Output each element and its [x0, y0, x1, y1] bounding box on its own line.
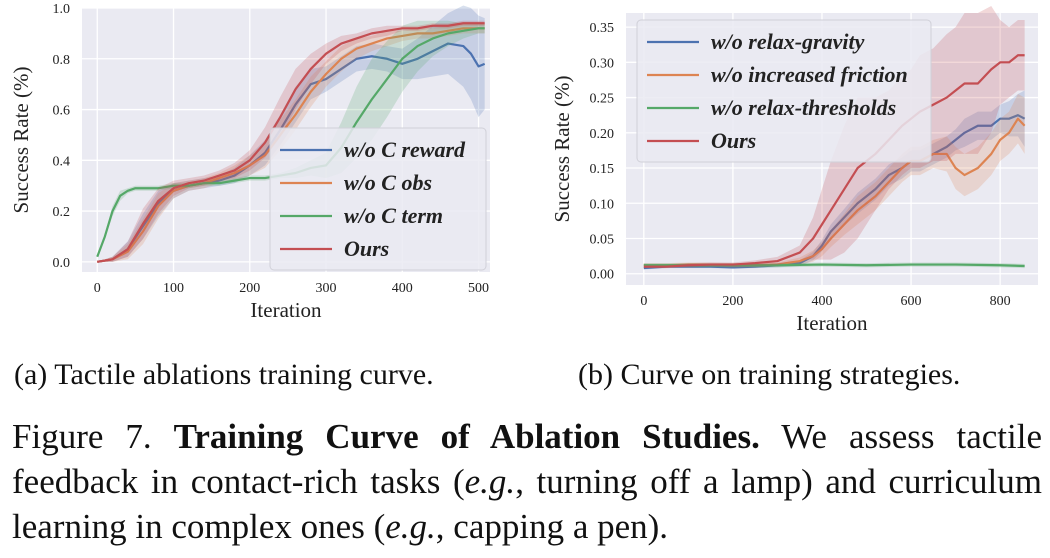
series-band — [97, 23, 485, 262]
caption-text-1: We assess tactile feedback in contact-ri… — [12, 417, 1043, 501]
y-axis-label: Success Rate (%) — [550, 76, 574, 223]
figure-charts: 0 100 200 300 400 500 0.0 0.2 0.4 0.6 0.8 1.0 Iterat… — [9, 2, 1038, 335]
y-tick-label: 0.15 — [590, 162, 615, 177]
y-tick-label: 0.00 — [590, 268, 615, 283]
figure-caption: Figure 7. Training Curve of Ablation Stu… — [12, 414, 1042, 549]
subcaption-a: (a) Tactile ablations training curve. — [14, 358, 434, 391]
caption-eg-2: e.g. — [385, 507, 436, 546]
legend-box — [269, 127, 487, 271]
y-tick-label: 0.6 — [53, 104, 71, 119]
caption-text-2: , turning off a lamp) and curriculum lea… — [12, 462, 1042, 546]
subcaption-b: (b) Curve on training strategies. — [578, 358, 961, 391]
legend-label: Ours — [711, 128, 756, 153]
x-tick-label: 0 — [94, 281, 101, 296]
y-tick-label: 0.20 — [590, 127, 615, 142]
x-tick-label: 300 — [316, 281, 337, 296]
y-tick-label: 0.10 — [590, 197, 615, 212]
x-tick-label: 600 — [901, 294, 922, 309]
series-band — [97, 5, 485, 262]
x-tick-label: 800 — [990, 294, 1011, 309]
x-tick-label: 200 — [239, 281, 260, 296]
legend-box — [636, 19, 932, 163]
x-axis-label: Iteration — [250, 298, 322, 322]
chart-b: 0 200 400 600 800 0.00 0.05 0.10 0.15 0.20 0.25 0.3… — [550, 5, 1038, 335]
y-tick-label: 0.25 — [590, 92, 615, 107]
chart-a: 0 100 200 300 400 500 0.0 0.2 0.4 0.6 0.8 1.0 Iterat… — [9, 2, 490, 322]
y-tick-label: 0.30 — [590, 56, 615, 71]
caption-eg-1: e.g. — [464, 462, 516, 501]
x-tick-label: 0 — [640, 294, 647, 309]
x-tick-label: 500 — [468, 281, 489, 296]
legend-label: w/o C obs — [344, 170, 432, 195]
legend-label: w/o increased friction — [711, 62, 908, 87]
legend-label: w/o C term — [344, 203, 443, 228]
x-tick-label: 400 — [811, 294, 832, 309]
x-tick-label: 100 — [163, 281, 184, 296]
legend-label: w/o C reward — [344, 137, 466, 162]
y-tick-label: 0.35 — [590, 21, 615, 36]
figure-title: Training Curve of Ablation Studies. — [173, 417, 760, 456]
x-tick-label: 200 — [722, 294, 743, 309]
series-line — [643, 114, 1026, 270]
y-axis-label: Success Rate (%) — [9, 67, 33, 214]
y-tick-label: 0.0 — [53, 256, 71, 271]
caption-text-3: , capping a pen). — [435, 507, 669, 546]
series-band — [643, 94, 1025, 268]
legend-label: Ours — [344, 236, 389, 261]
y-tick-label: 0.8 — [53, 53, 71, 68]
y-tick-label: 0.05 — [590, 232, 615, 247]
legend-label: w/o relax-gravity — [711, 29, 865, 54]
series-band — [97, 20, 485, 262]
series-line — [97, 22, 485, 263]
series-line — [97, 27, 485, 263]
x-axis-label: Iteration — [796, 311, 868, 335]
y-tick-label: 0.4 — [53, 154, 71, 169]
figure-label: Figure 7. — [12, 417, 174, 456]
legend-label: w/o relax-thresholds — [711, 95, 896, 120]
x-tick-label: 400 — [392, 281, 413, 296]
y-tick-label: 1.0 — [53, 2, 71, 17]
y-tick-label: 0.2 — [53, 205, 71, 220]
